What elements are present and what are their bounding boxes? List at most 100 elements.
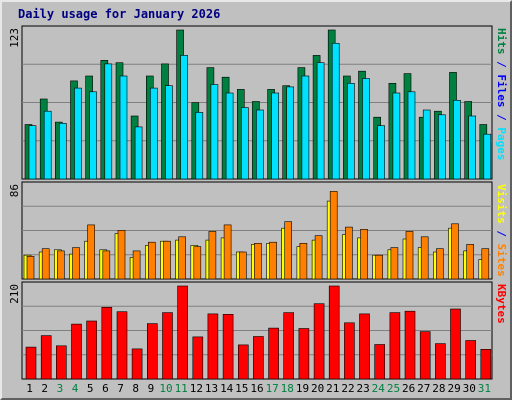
bar-sites-day-5 [87,224,95,280]
bar-sites-day-14 [223,224,232,280]
chart-panel-1: 123 Hits / Files / Pages [8,25,508,180]
day-label: 15 [235,382,248,395]
day-label: 30 [463,382,476,395]
bar-sites-day-2 [41,248,50,280]
legend-files: Files [495,74,508,107]
bar-kbytes-day-9 [147,323,158,380]
bar-sites-day-6 [102,250,111,280]
bar-sites-day-26 [405,231,414,280]
bar-kbytes-day-11 [177,285,188,380]
bar-sites-day-18 [284,221,293,280]
day-label: 13 [205,382,218,395]
day-label: 22 [341,382,354,395]
bar-files-day-17 [271,92,279,180]
bar-kbytes-day-4 [71,323,82,380]
bar-sites-day-10 [163,240,171,280]
day-label: 24 [372,382,386,395]
bar-sites-day-4 [72,247,80,280]
bar-files-day-15 [241,107,249,180]
day-label: 19 [296,382,309,395]
bar-files-day-22 [347,83,355,180]
day-label: 7 [117,382,124,395]
bar-files-day-8 [134,126,143,180]
bar-sites-day-8 [132,250,141,280]
bar-sites-day-30 [466,244,475,280]
bar-kbytes-day-1 [25,346,37,380]
bar-kbytes-day-14 [222,313,234,380]
panel-legend: KBytes [495,284,508,324]
bar-kbytes-day-6 [101,306,113,380]
day-label: 31 [478,382,491,395]
bar-kbytes-day-25 [389,312,401,380]
bar-kbytes-day-19 [298,328,310,380]
day-label: 23 [356,382,369,395]
bar-files-day-28 [438,114,446,180]
bar-kbytes-day-18 [283,312,295,380]
bar-kbytes-day-8 [131,348,143,380]
bar-sites-day-19 [299,243,308,280]
day-label: 3 [57,382,64,395]
bar-kbytes-day-28 [435,343,446,380]
bar-sites-day-13 [208,231,217,280]
legend-separator: / [495,108,508,128]
bar-files-day-13 [210,84,219,180]
legend-separator: / [495,55,508,75]
bar-files-day-26 [407,91,416,180]
panel-legend: Hits / Files / Pages [495,28,508,161]
legend-hits: Hits [495,28,508,55]
bar-files-day-10 [165,85,173,180]
bar-files-day-30 [468,115,477,180]
bar-files-day-9 [150,87,158,180]
bar-files-day-23 [362,78,370,180]
bar-sites-day-31 [481,248,490,280]
bar-files-day-18 [286,86,295,180]
bar-sites-day-24 [375,254,384,280]
day-label: 16 [250,382,263,395]
day-label: 5 [87,382,94,395]
bar-kbytes-day-16 [253,336,264,380]
bar-files-day-29 [453,100,461,180]
bar-sites-day-29 [451,223,459,280]
bar-files-day-27 [422,109,431,180]
day-label: 21 [326,382,339,395]
bar-kbytes-day-22 [344,322,355,380]
day-label: 18 [281,382,294,395]
axis-max-label: 210 [8,284,21,304]
bar-files-day-24 [377,125,386,180]
legend-visits: Visits [495,184,508,224]
bar-kbytes-day-24 [374,344,386,380]
bar-files-day-20 [316,62,325,180]
bar-files-day-19 [301,75,310,180]
bar-files-day-6 [104,63,113,180]
bar-sites-day-20 [314,235,323,280]
bar-kbytes-day-17 [268,327,279,380]
day-label: 4 [72,382,79,395]
bar-kbytes-day-31 [480,348,492,380]
legend-pages: Pages [495,127,508,160]
bar-kbytes-day-29 [450,308,461,380]
bar-files-day-31 [483,133,492,180]
bar-sites-day-9 [148,241,156,280]
day-axis-labels: 1 2 3 4 5 6 7 8 9 10 11 12 13 14 15 16 17 18 19 20 21 22 23 24 2… [26,382,491,395]
bar-kbytes-day-7 [116,311,128,380]
chart-panel-2: 86 Visits / Sites [8,181,508,280]
bar-kbytes-day-10 [162,312,173,380]
bar-files-day-4 [74,87,82,180]
bar-kbytes-day-23 [359,313,370,380]
bar-kbytes-day-30 [465,340,477,380]
bar-files-day-16 [256,109,264,180]
bar-files-day-3 [58,123,67,180]
bar-sites-day-28 [436,248,444,280]
legend-separator: / [495,224,508,244]
bar-kbytes-day-27 [419,331,431,380]
bar-kbytes-day-13 [207,313,219,380]
day-label: 10 [159,382,172,395]
day-label: 14 [220,382,234,395]
bar-sites-day-3 [56,250,65,280]
day-label: 6 [102,382,109,395]
bar-sites-day-1 [26,256,35,280]
legend-sites: Sites [495,244,508,277]
bar-files-day-14 [225,92,234,180]
bar-sites-day-16 [254,243,262,280]
